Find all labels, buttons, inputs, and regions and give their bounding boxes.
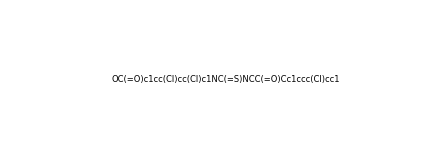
Text: OC(=O)c1cc(Cl)cc(Cl)c1NC(=S)NCC(=O)Cc1ccc(Cl)cc1: OC(=O)c1cc(Cl)cc(Cl)c1NC(=S)NCC(=O)Cc1cc… [112, 75, 340, 84]
